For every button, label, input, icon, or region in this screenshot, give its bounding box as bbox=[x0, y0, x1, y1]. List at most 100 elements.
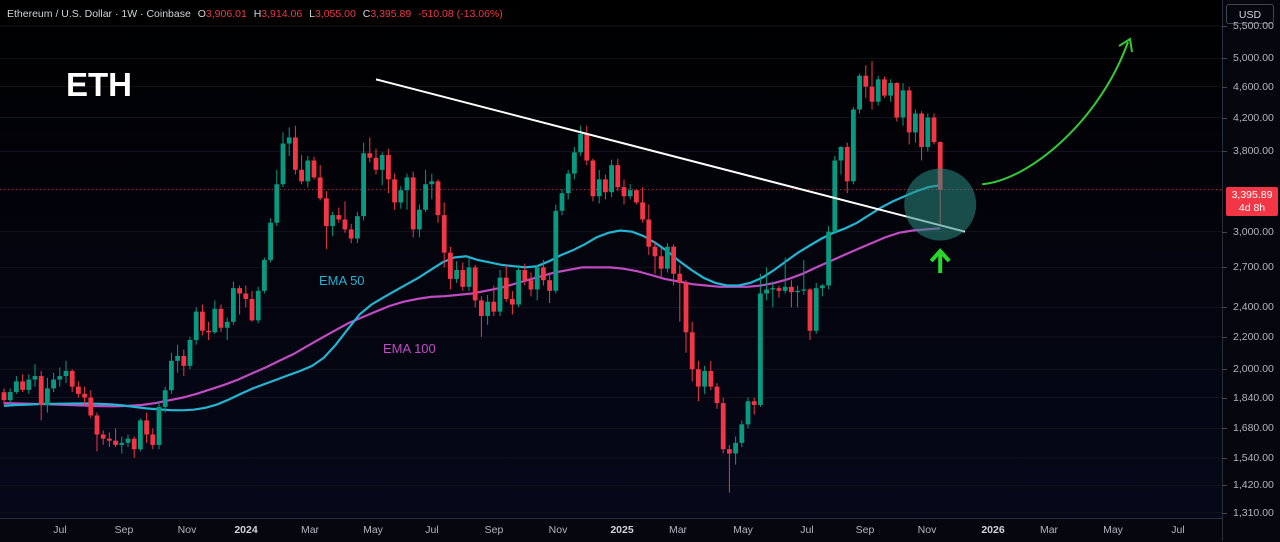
candle-body bbox=[156, 406, 162, 445]
candle-body bbox=[398, 190, 404, 203]
candle-body bbox=[324, 198, 329, 227]
candle-body bbox=[299, 169, 304, 182]
currency-button[interactable]: USD bbox=[1226, 4, 1274, 24]
price-tick-mark bbox=[1222, 336, 1227, 338]
price-tick-label: 1,840.00 bbox=[1233, 391, 1274, 404]
candle-body bbox=[553, 210, 559, 291]
candle-body bbox=[386, 155, 391, 180]
candle-body bbox=[665, 246, 670, 269]
candle-body bbox=[671, 246, 676, 274]
price-tick-mark bbox=[1222, 428, 1227, 430]
price-scale[interactable] bbox=[1222, 0, 1280, 541]
resistance-trendline bbox=[375, 78, 966, 233]
candle-body bbox=[652, 246, 658, 257]
price-tick-mark bbox=[1222, 86, 1227, 88]
candle-body bbox=[162, 390, 168, 407]
time-tick-label: Mar bbox=[668, 524, 688, 536]
price-tick-label: 3,000.00 bbox=[1233, 225, 1274, 238]
time-tick-label: Sep bbox=[855, 524, 875, 536]
candle-body bbox=[361, 153, 366, 217]
candle-body bbox=[888, 82, 893, 96]
candle-body bbox=[175, 355, 180, 361]
candle-body bbox=[262, 259, 267, 291]
price-tick-label: 1,540.00 bbox=[1233, 451, 1274, 464]
price-tick-label: 5,000.00 bbox=[1233, 52, 1274, 65]
candle-body bbox=[764, 289, 769, 294]
candle-body bbox=[807, 289, 813, 331]
candle-body bbox=[404, 177, 410, 191]
candle-body bbox=[745, 401, 751, 425]
time-tick-label: Nov bbox=[548, 524, 568, 536]
candle-body bbox=[646, 219, 652, 247]
candle-body bbox=[218, 308, 224, 328]
candle-body bbox=[460, 269, 466, 287]
time-tick-label: 2025 bbox=[610, 524, 634, 536]
time-tick-label: Jul bbox=[800, 524, 814, 536]
candle-body bbox=[658, 256, 664, 269]
candle-body bbox=[621, 187, 627, 197]
candle-body bbox=[677, 273, 683, 283]
candle-body bbox=[348, 229, 354, 239]
candle-body bbox=[937, 142, 943, 190]
candle-body bbox=[76, 386, 81, 394]
candle-body bbox=[627, 190, 633, 197]
time-tick-label: Sep bbox=[114, 524, 134, 536]
price-tick-label: 1,420.00 bbox=[1233, 479, 1274, 492]
candle-body bbox=[832, 160, 838, 232]
price-tick-label: 1,680.00 bbox=[1233, 422, 1274, 435]
candle-body bbox=[844, 147, 850, 182]
candle-body bbox=[20, 381, 25, 390]
candle-body bbox=[739, 424, 745, 443]
symbol-description: Ethereum / U.S. Dollar · 1W · Coinbase bbox=[7, 8, 191, 20]
candle-body bbox=[795, 290, 800, 293]
candle-body bbox=[231, 288, 236, 322]
price-tick-mark bbox=[1222, 58, 1227, 60]
candle-body bbox=[906, 90, 912, 133]
highlight-circle bbox=[904, 168, 977, 241]
price-tick-mark bbox=[1222, 485, 1227, 487]
ema50-line bbox=[3, 184, 941, 412]
candle-body bbox=[820, 285, 825, 289]
candle-body bbox=[541, 267, 546, 281]
candle-body bbox=[311, 160, 317, 178]
price-tick-label: 2,400.00 bbox=[1233, 301, 1274, 314]
time-tick-label: May bbox=[1103, 524, 1123, 536]
candle-body bbox=[293, 137, 298, 170]
candle-body bbox=[565, 173, 571, 194]
candle-body bbox=[206, 330, 211, 333]
chart-pane[interactable] bbox=[0, 0, 1222, 518]
close-key: C bbox=[362, 8, 371, 20]
candle-body bbox=[882, 79, 887, 96]
price-tick-label: 2,200.00 bbox=[1233, 330, 1274, 343]
candle-body bbox=[603, 179, 608, 193]
candle-body bbox=[249, 298, 255, 321]
candle-body bbox=[919, 113, 924, 148]
up-arrow-head bbox=[929, 248, 951, 263]
price-tick-mark bbox=[1222, 117, 1227, 119]
candle-body bbox=[280, 143, 286, 185]
candle-body bbox=[900, 90, 906, 118]
chart-canvas[interactable] bbox=[0, 0, 1222, 518]
candle-body bbox=[875, 79, 881, 102]
open-key: O bbox=[197, 8, 206, 20]
candle-body bbox=[528, 280, 534, 290]
candle-body bbox=[851, 109, 856, 182]
candle-body bbox=[813, 288, 819, 331]
candle-body bbox=[584, 134, 590, 161]
candle-body bbox=[125, 438, 131, 443]
price-tick-mark bbox=[1222, 457, 1227, 459]
candle-body bbox=[720, 403, 726, 450]
candle-body bbox=[491, 301, 497, 312]
price-tick-mark bbox=[1222, 369, 1227, 371]
candle-body bbox=[367, 153, 373, 158]
time-scale[interactable] bbox=[0, 518, 1222, 542]
price-tick-mark bbox=[1222, 267, 1227, 269]
time-tick-label: 2024 bbox=[234, 524, 258, 536]
candle-body bbox=[417, 209, 422, 230]
price-tick-label: 4,200.00 bbox=[1233, 111, 1274, 124]
candle-body bbox=[317, 177, 323, 199]
candle-body bbox=[138, 420, 143, 450]
candle-body bbox=[454, 269, 459, 279]
candle-body bbox=[1, 392, 7, 401]
candle-body bbox=[826, 231, 831, 286]
